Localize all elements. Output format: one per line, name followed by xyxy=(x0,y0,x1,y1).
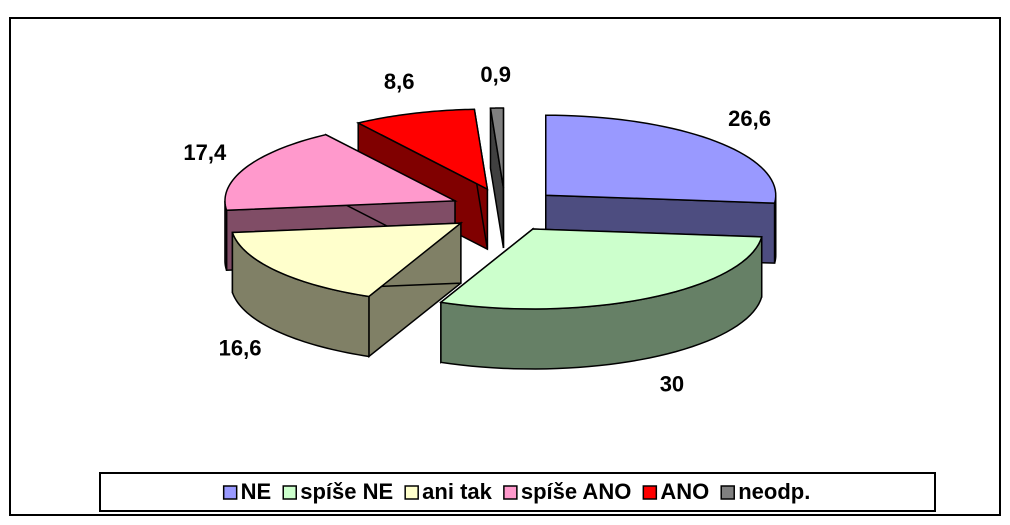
data-label: 26,6 xyxy=(728,106,771,131)
data-label: 30 xyxy=(660,371,684,396)
slice-top xyxy=(439,228,763,310)
data-label: 0,9 xyxy=(480,62,511,87)
data-label: 8,6 xyxy=(384,69,415,94)
legend-swatch xyxy=(720,485,735,500)
legend-label: ANO xyxy=(660,479,709,504)
slice-top xyxy=(224,133,458,212)
legend-swatch xyxy=(282,485,297,500)
legend-label: spíše ANO xyxy=(521,479,631,504)
legend-swatch xyxy=(503,485,518,500)
slice-top xyxy=(489,107,505,189)
slice-wall xyxy=(224,200,228,271)
legend-swatch xyxy=(222,485,238,500)
slice-top xyxy=(356,108,489,191)
data-label: 16,6 xyxy=(219,336,262,361)
slice-wall xyxy=(773,195,777,264)
legend-label: NE xyxy=(241,479,272,504)
legend-swatch xyxy=(404,485,419,500)
legend-label: spíše NE xyxy=(300,479,393,504)
slice xyxy=(489,107,505,249)
data-label: 17,4 xyxy=(183,140,227,165)
slice xyxy=(231,221,464,359)
slice-top xyxy=(545,114,777,204)
legend-label: neodp. xyxy=(738,479,810,504)
slice xyxy=(439,227,763,370)
legend-label: ani tak xyxy=(422,479,492,504)
slice-top xyxy=(231,222,464,298)
legend-swatch xyxy=(642,485,658,500)
